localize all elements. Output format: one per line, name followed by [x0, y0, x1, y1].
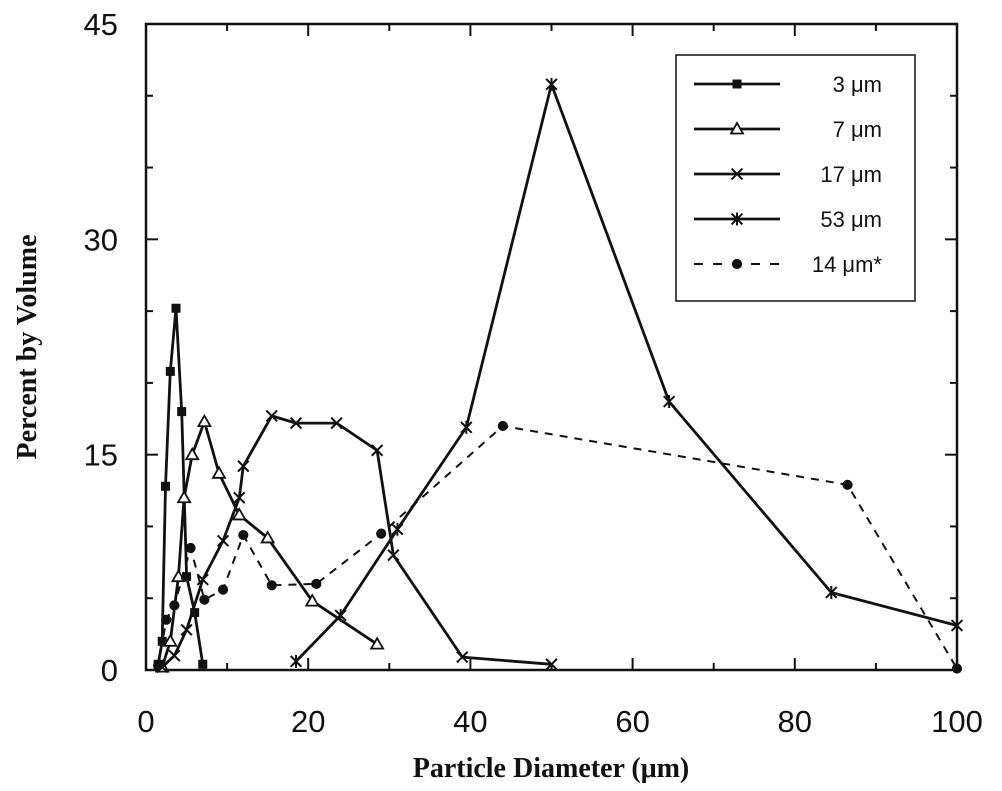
data-point [387, 549, 400, 562]
data-point [231, 507, 247, 521]
y-tick-label: 30 [84, 222, 118, 257]
data-point [662, 395, 676, 409]
series-layer [153, 77, 964, 674]
data-point [157, 636, 167, 646]
data-point [196, 413, 212, 428]
legend-label: 14 μm* [812, 252, 883, 277]
legend-item-53-m: 53 μm [694, 207, 882, 232]
data-point [311, 578, 322, 589]
data-point [211, 465, 227, 479]
data-point [266, 580, 277, 591]
data-point [176, 489, 192, 504]
legend: 3 μm 7 μm 17 μm 53 μm 14 μm* [675, 54, 916, 302]
legend-label: 53 μm [820, 207, 882, 232]
x-tick-label: 40 [453, 704, 487, 739]
data-point [182, 572, 192, 582]
series-14-m [153, 420, 963, 674]
data-point [177, 407, 187, 417]
data-point [391, 522, 404, 536]
legend-marker [730, 212, 744, 226]
data-point [153, 660, 164, 671]
legend-item-14-m: 14 μm* [694, 252, 882, 277]
axis-tick-labels: 0 20 40 60 80 100 0 15 30 45 [84, 7, 983, 739]
x-tick-label: 60 [615, 704, 649, 739]
y-tick-label: 45 [84, 7, 118, 42]
data-point [371, 444, 384, 457]
data-point [460, 420, 473, 434]
x-tick-label: 0 [137, 704, 154, 739]
legend-label: 7 μm [833, 117, 882, 142]
data-point [217, 584, 229, 595]
data-point [171, 303, 181, 313]
y-tick-label: 0 [101, 653, 118, 688]
data-point [330, 416, 343, 430]
legend-item-3-m: 3 μm [694, 72, 882, 97]
legend-label: 17 μm [820, 162, 882, 187]
data-point [190, 608, 200, 618]
series-line-14-m [157, 425, 958, 670]
data-point [237, 460, 250, 473]
x-axis-title: Particle Diameter (μm) [413, 753, 690, 784]
data-point [369, 636, 385, 650]
data-point [184, 446, 200, 461]
legend-marker [729, 121, 745, 135]
legend-item-17-m: 17 μm [694, 162, 882, 187]
data-point [545, 658, 558, 671]
x-tick-label: 100 [931, 704, 983, 739]
data-point [260, 530, 276, 544]
y-tick-label: 15 [84, 438, 118, 473]
data-point [199, 594, 210, 605]
series-53-m [289, 77, 964, 668]
data-point [545, 77, 558, 91]
data-point [265, 409, 278, 423]
data-point [180, 623, 193, 636]
data-point [162, 633, 178, 647]
data-point [185, 542, 196, 554]
data-point [165, 366, 175, 376]
data-point [842, 479, 853, 490]
data-point [289, 654, 303, 668]
y-axis-title: Percent by Volume [12, 234, 43, 459]
data-point [216, 534, 230, 547]
data-point [233, 491, 246, 504]
legend-marker [730, 167, 744, 181]
data-point [950, 619, 964, 632]
series-line-53-m [294, 82, 958, 663]
data-point [334, 608, 347, 622]
data-point [169, 600, 180, 611]
data-point [160, 481, 170, 491]
legend-marker [731, 258, 743, 270]
x-tick-label: 20 [291, 704, 325, 739]
data-point [951, 663, 963, 674]
data-point [238, 529, 249, 541]
legend-item-7-m: 7 μm [694, 117, 882, 142]
data-point [198, 659, 208, 669]
data-point [161, 614, 172, 625]
data-point [289, 416, 303, 430]
data-point [497, 420, 508, 432]
legend-box [675, 54, 916, 302]
data-point [304, 593, 320, 607]
series-3-m [153, 303, 208, 669]
legend-label: 3 μm [833, 72, 882, 97]
data-point [825, 586, 838, 599]
x-tick-label: 80 [778, 704, 812, 739]
data-point [376, 528, 387, 539]
data-point [456, 650, 469, 664]
data-point [196, 573, 209, 586]
data-point [168, 649, 181, 662]
legend-marker [732, 79, 742, 89]
series-17-m [156, 409, 558, 674]
